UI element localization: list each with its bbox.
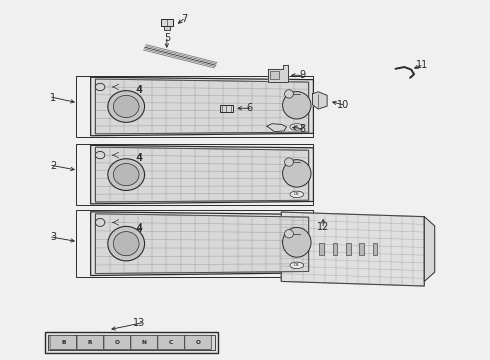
Bar	[220, 105, 233, 112]
Text: DB: DB	[294, 264, 299, 267]
Ellipse shape	[108, 226, 145, 261]
Bar	[346, 243, 350, 255]
Text: 11: 11	[416, 60, 428, 70]
FancyBboxPatch shape	[104, 335, 130, 350]
Polygon shape	[91, 212, 314, 275]
Text: O: O	[115, 340, 120, 345]
Text: 6: 6	[247, 103, 253, 113]
FancyBboxPatch shape	[50, 335, 76, 350]
Ellipse shape	[285, 230, 294, 238]
Text: 4: 4	[137, 153, 143, 163]
Text: 4: 4	[136, 153, 142, 163]
Text: 13: 13	[133, 319, 145, 328]
Bar	[161, 19, 172, 26]
Ellipse shape	[113, 95, 139, 118]
FancyBboxPatch shape	[131, 335, 157, 350]
Text: 1: 1	[50, 93, 56, 103]
Ellipse shape	[113, 163, 139, 186]
Ellipse shape	[285, 90, 294, 98]
FancyBboxPatch shape	[185, 335, 211, 350]
Bar	[45, 332, 218, 353]
Text: 3: 3	[50, 232, 56, 242]
Ellipse shape	[283, 160, 311, 187]
Ellipse shape	[96, 83, 105, 91]
Text: 4: 4	[137, 85, 143, 95]
Bar	[48, 334, 215, 350]
Bar	[76, 211, 314, 277]
Text: 4: 4	[136, 85, 142, 95]
Ellipse shape	[290, 124, 304, 130]
Text: 4: 4	[136, 225, 142, 234]
Bar	[76, 144, 314, 205]
Ellipse shape	[96, 219, 105, 226]
Text: B: B	[61, 340, 66, 345]
FancyBboxPatch shape	[77, 335, 103, 350]
Polygon shape	[424, 217, 435, 282]
Ellipse shape	[285, 158, 294, 166]
FancyBboxPatch shape	[158, 335, 184, 350]
Ellipse shape	[108, 159, 145, 190]
Ellipse shape	[113, 231, 139, 256]
Bar	[76, 76, 314, 137]
Polygon shape	[91, 77, 314, 136]
Text: 9: 9	[299, 70, 305, 80]
Bar	[319, 243, 324, 255]
Polygon shape	[281, 212, 424, 286]
Bar	[333, 243, 337, 255]
Ellipse shape	[108, 91, 145, 122]
Polygon shape	[313, 92, 327, 109]
Bar	[360, 243, 364, 255]
Ellipse shape	[96, 152, 105, 159]
Text: 7: 7	[181, 14, 187, 24]
Text: R: R	[88, 340, 93, 345]
Bar	[373, 243, 377, 255]
Bar	[164, 26, 170, 30]
Polygon shape	[96, 79, 309, 134]
Text: 2: 2	[50, 161, 56, 171]
Text: 12: 12	[317, 222, 329, 231]
Ellipse shape	[283, 228, 311, 257]
Text: C: C	[169, 340, 173, 345]
Text: 5: 5	[164, 33, 170, 43]
Ellipse shape	[290, 191, 304, 198]
Polygon shape	[91, 145, 314, 204]
Ellipse shape	[290, 262, 304, 269]
Text: DB: DB	[294, 125, 299, 129]
Text: 4: 4	[137, 224, 143, 233]
Text: N: N	[142, 340, 147, 345]
Ellipse shape	[283, 91, 311, 119]
Text: 8: 8	[299, 124, 305, 134]
Polygon shape	[267, 124, 287, 132]
Text: DB: DB	[294, 192, 299, 196]
Text: O: O	[196, 340, 200, 345]
Polygon shape	[268, 65, 289, 82]
Bar	[270, 71, 279, 79]
Polygon shape	[96, 214, 309, 274]
Text: 10: 10	[337, 100, 349, 110]
Polygon shape	[96, 147, 309, 202]
